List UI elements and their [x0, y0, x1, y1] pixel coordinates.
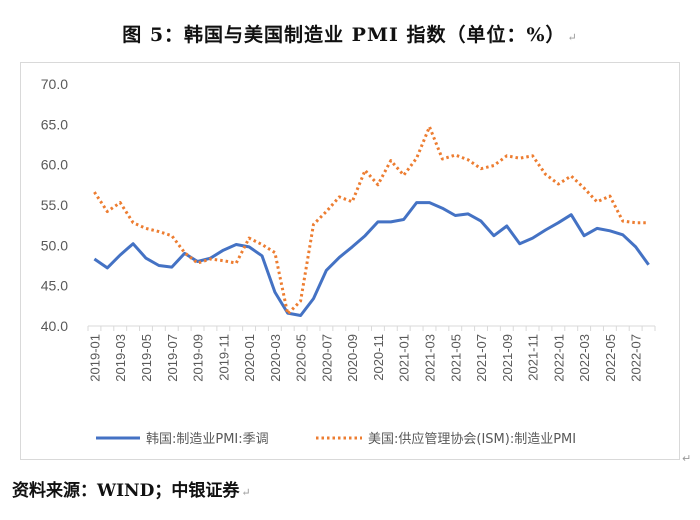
- x-tick-label: 2019-01: [87, 334, 102, 382]
- x-tick-label: 2021-05: [448, 334, 463, 382]
- x-tick-label: 2020-09: [345, 334, 360, 382]
- y-tick-label: 45.0: [41, 278, 68, 294]
- x-tick-label: 2019-05: [139, 334, 154, 382]
- y-tick-label: 55.0: [41, 197, 68, 213]
- y-tick-label: 60.0: [41, 157, 68, 173]
- x-tick-label: 2019-09: [191, 334, 206, 382]
- y-tick-label: 50.0: [41, 237, 68, 253]
- return-mark-icon: ↵: [682, 452, 692, 465]
- x-tick-label: 2021-03: [422, 334, 437, 382]
- x-tick-label: 2022-01: [551, 334, 566, 382]
- x-tick-label: 2020-11: [371, 334, 386, 381]
- x-tick-label: 2022-05: [603, 334, 618, 382]
- legend-label-korea: 韩国:制造业PMI:季调: [146, 432, 269, 447]
- x-tick-label: 2022-03: [577, 334, 592, 382]
- series-line-korea-pmi: [93, 201, 650, 317]
- x-tick-label: 2021-11: [526, 334, 541, 381]
- legend-label-us: 美国:供应管理协会(ISM):制造业PMI: [368, 431, 576, 447]
- x-tick-label: 2021-09: [500, 334, 515, 382]
- x-tick-label: 2020-05: [294, 334, 309, 382]
- x-tick-label: 2019-11: [216, 334, 231, 381]
- chart-title-text: 图 5：韩国与美国制造业 PMI 指数（单位：%）: [122, 24, 566, 46]
- y-tick-label: 40.0: [41, 318, 68, 334]
- source-text: 资料来源：WIND；中银证券: [12, 481, 240, 501]
- return-mark-icon: ↵: [241, 486, 251, 499]
- y-tick-label: 65.0: [41, 116, 68, 132]
- x-tick-label: 2020-07: [319, 334, 334, 382]
- x-tick-label: 2020-03: [268, 334, 283, 382]
- x-tick-label: 2021-01: [397, 334, 412, 382]
- x-tick-label: 2020-01: [242, 334, 257, 382]
- return-mark-icon: ↵: [567, 31, 578, 44]
- source-note: 资料来源：WIND；中银证券 ↵: [12, 476, 251, 501]
- x-tick-label: 2022-07: [629, 334, 644, 382]
- x-tick-label: 2019-07: [165, 334, 180, 382]
- y-tick-label: 70.0: [41, 76, 68, 92]
- x-tick-label: 2019-03: [113, 334, 128, 382]
- x-tick-label: 2021-07: [474, 334, 489, 382]
- chart-frame: [20, 62, 680, 460]
- chart-title: 图 5：韩国与美国制造业 PMI 指数（单位：%） ↵: [0, 20, 700, 47]
- series-line-us-ism-pmi: [93, 125, 649, 316]
